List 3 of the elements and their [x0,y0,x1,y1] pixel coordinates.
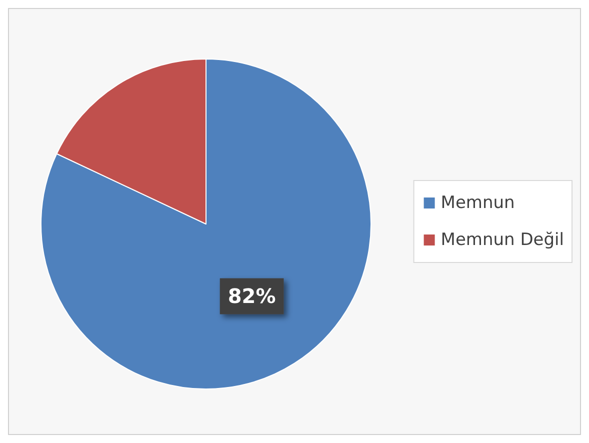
legend-label: Memnun [440,193,515,213]
legend-label: Memnun Değil [440,230,564,250]
data-label: 82% [228,284,276,308]
